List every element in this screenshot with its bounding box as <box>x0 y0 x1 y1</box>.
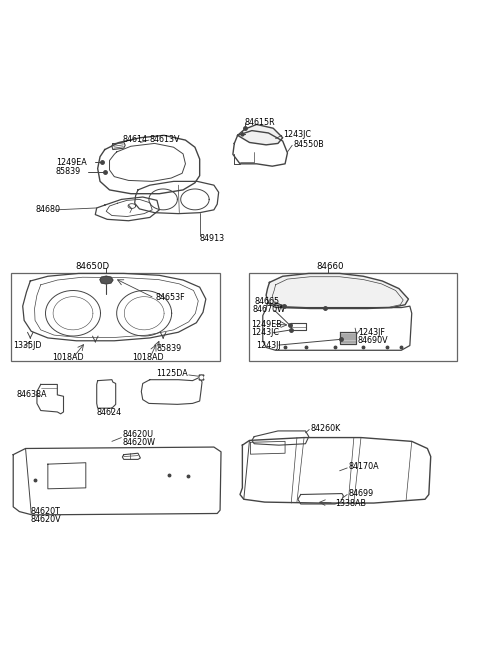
Text: 84260K: 84260K <box>310 424 340 432</box>
Text: 84620V: 84620V <box>30 515 61 524</box>
Text: 85839: 85839 <box>56 168 81 176</box>
Text: 1335JD: 1335JD <box>13 341 42 350</box>
Text: 84614: 84614 <box>123 135 148 143</box>
Text: 84699: 84699 <box>348 489 373 498</box>
Text: 84615R: 84615R <box>245 117 276 126</box>
Text: 84620U: 84620U <box>122 430 154 439</box>
Bar <box>12 273 220 361</box>
Text: 84665: 84665 <box>254 297 279 306</box>
Text: 84660: 84660 <box>316 262 343 271</box>
Text: 84650D: 84650D <box>75 262 109 271</box>
Text: 84620T: 84620T <box>30 507 60 516</box>
Text: 1338AB: 1338AB <box>335 498 366 508</box>
Polygon shape <box>340 332 356 344</box>
Text: 84690V: 84690V <box>358 336 388 345</box>
Text: 84638A: 84638A <box>16 390 47 400</box>
Text: 1249EB: 1249EB <box>251 320 282 329</box>
Text: 84653F: 84653F <box>156 293 185 302</box>
Text: 1243JC: 1243JC <box>251 328 279 337</box>
Polygon shape <box>100 276 113 284</box>
Text: 1018AD: 1018AD <box>53 353 84 362</box>
Text: 84913: 84913 <box>200 234 225 243</box>
Text: 1018AD: 1018AD <box>132 353 164 362</box>
Bar <box>249 273 457 361</box>
Text: 1243JC: 1243JC <box>283 130 311 139</box>
Polygon shape <box>238 124 283 145</box>
Polygon shape <box>266 273 408 309</box>
Text: 84613V: 84613V <box>150 135 180 143</box>
Text: 84620W: 84620W <box>122 438 156 447</box>
Text: 84550B: 84550B <box>293 140 324 149</box>
Text: 84624: 84624 <box>96 409 122 417</box>
Text: 84170A: 84170A <box>348 462 379 472</box>
Text: 1125DA: 1125DA <box>156 369 188 378</box>
Text: 1243JF: 1243JF <box>358 328 384 337</box>
Text: 84670W: 84670W <box>253 305 286 314</box>
Text: 84680: 84680 <box>35 205 60 214</box>
Text: 85839: 85839 <box>157 344 182 353</box>
Text: 1249EA: 1249EA <box>56 158 87 167</box>
Text: 1243JJ: 1243JJ <box>257 341 281 350</box>
